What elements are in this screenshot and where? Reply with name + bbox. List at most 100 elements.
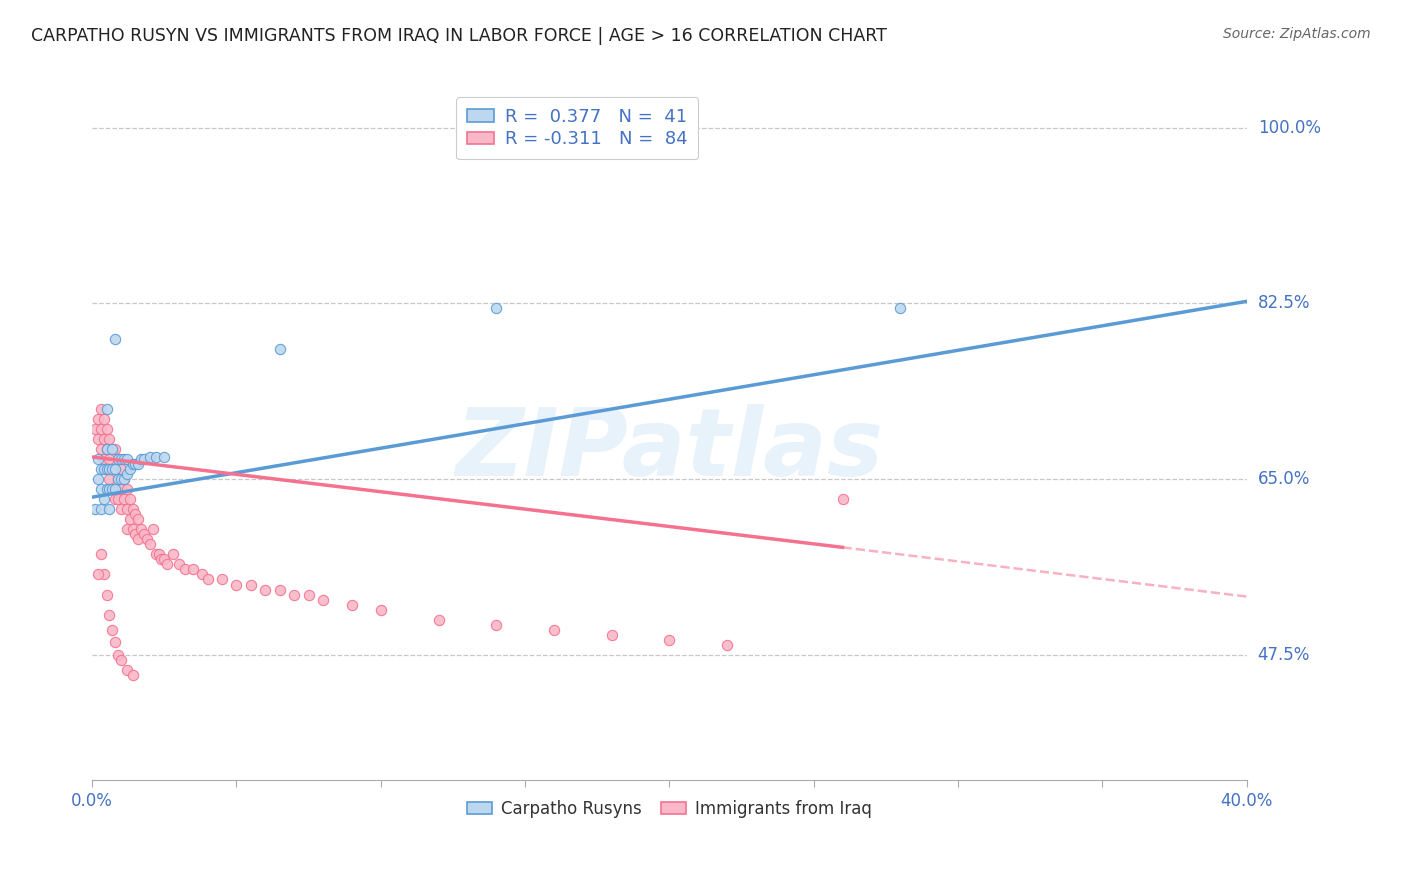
Point bbox=[90, 502, 112, 516]
Point bbox=[107, 472, 129, 486]
Point bbox=[118, 492, 141, 507]
Point bbox=[225, 577, 247, 591]
Point bbox=[127, 457, 149, 471]
Point bbox=[101, 482, 124, 496]
Point bbox=[96, 462, 118, 476]
Point bbox=[181, 562, 204, 576]
Point bbox=[101, 442, 124, 456]
Point bbox=[107, 452, 129, 467]
Point bbox=[173, 562, 195, 576]
Point bbox=[115, 502, 138, 516]
Point bbox=[101, 442, 124, 456]
Point bbox=[107, 452, 129, 467]
Text: 47.5%: 47.5% bbox=[1258, 646, 1310, 664]
Point bbox=[90, 422, 112, 436]
Point bbox=[134, 452, 156, 467]
Point bbox=[87, 452, 110, 467]
Point bbox=[115, 522, 138, 536]
Point bbox=[87, 567, 110, 582]
Point bbox=[107, 472, 129, 486]
Point bbox=[90, 548, 112, 562]
Point bbox=[153, 450, 176, 464]
Point bbox=[121, 457, 143, 471]
Point bbox=[110, 472, 132, 486]
Point bbox=[90, 482, 112, 496]
Point bbox=[90, 442, 112, 456]
Point bbox=[110, 482, 132, 496]
Point bbox=[96, 588, 118, 602]
Point bbox=[139, 450, 162, 464]
Point bbox=[101, 462, 124, 476]
Point bbox=[96, 442, 118, 456]
Point bbox=[340, 598, 363, 612]
Point bbox=[427, 613, 450, 627]
Point bbox=[98, 452, 121, 467]
Point bbox=[96, 442, 118, 456]
Text: 82.5%: 82.5% bbox=[1258, 294, 1310, 312]
Point bbox=[93, 432, 115, 446]
Point bbox=[124, 507, 146, 521]
Point bbox=[716, 638, 738, 652]
Point bbox=[93, 452, 115, 467]
Point bbox=[98, 607, 121, 622]
Point bbox=[101, 482, 124, 496]
Point bbox=[312, 592, 335, 607]
Point bbox=[129, 522, 152, 536]
Point bbox=[107, 492, 129, 507]
Point bbox=[118, 512, 141, 526]
Point bbox=[96, 422, 118, 436]
Point bbox=[93, 462, 115, 476]
Point bbox=[93, 492, 115, 507]
Point bbox=[93, 412, 115, 426]
Point bbox=[115, 663, 138, 677]
Point bbox=[112, 472, 135, 486]
Point bbox=[136, 533, 159, 547]
Point bbox=[96, 462, 118, 476]
Point bbox=[118, 462, 141, 476]
Point bbox=[211, 573, 233, 587]
Point bbox=[110, 653, 132, 667]
Point bbox=[115, 482, 138, 496]
Point bbox=[96, 482, 118, 496]
Point bbox=[127, 512, 149, 526]
Point bbox=[283, 588, 305, 602]
Point bbox=[485, 301, 508, 316]
Point bbox=[156, 558, 179, 572]
Point bbox=[121, 668, 143, 682]
Point bbox=[104, 442, 127, 456]
Point bbox=[115, 467, 138, 481]
Point bbox=[543, 623, 565, 637]
Text: CARPATHO RUSYN VS IMMIGRANTS FROM IRAQ IN LABOR FORCE | AGE > 16 CORRELATION CHA: CARPATHO RUSYN VS IMMIGRANTS FROM IRAQ I… bbox=[31, 27, 887, 45]
Point bbox=[104, 492, 127, 507]
Point bbox=[115, 452, 138, 467]
Point bbox=[269, 342, 291, 356]
Point bbox=[148, 548, 170, 562]
Point bbox=[98, 432, 121, 446]
Point bbox=[162, 548, 184, 562]
Point bbox=[93, 567, 115, 582]
Point bbox=[254, 582, 277, 597]
Point bbox=[90, 462, 112, 476]
Point bbox=[87, 432, 110, 446]
Text: 65.0%: 65.0% bbox=[1258, 470, 1310, 488]
Point bbox=[104, 634, 127, 648]
Point bbox=[485, 617, 508, 632]
Point bbox=[98, 502, 121, 516]
Point bbox=[104, 462, 127, 476]
Point bbox=[98, 482, 121, 496]
Point bbox=[90, 401, 112, 416]
Point bbox=[84, 422, 107, 436]
Point bbox=[98, 462, 121, 476]
Point bbox=[145, 450, 167, 464]
Point bbox=[139, 537, 162, 551]
Point bbox=[104, 462, 127, 476]
Point bbox=[101, 623, 124, 637]
Point bbox=[110, 452, 132, 467]
Point bbox=[112, 452, 135, 467]
Point bbox=[167, 558, 190, 572]
Point bbox=[96, 401, 118, 416]
Point bbox=[121, 502, 143, 516]
Point bbox=[112, 492, 135, 507]
Point bbox=[124, 457, 146, 471]
Point bbox=[98, 472, 121, 486]
